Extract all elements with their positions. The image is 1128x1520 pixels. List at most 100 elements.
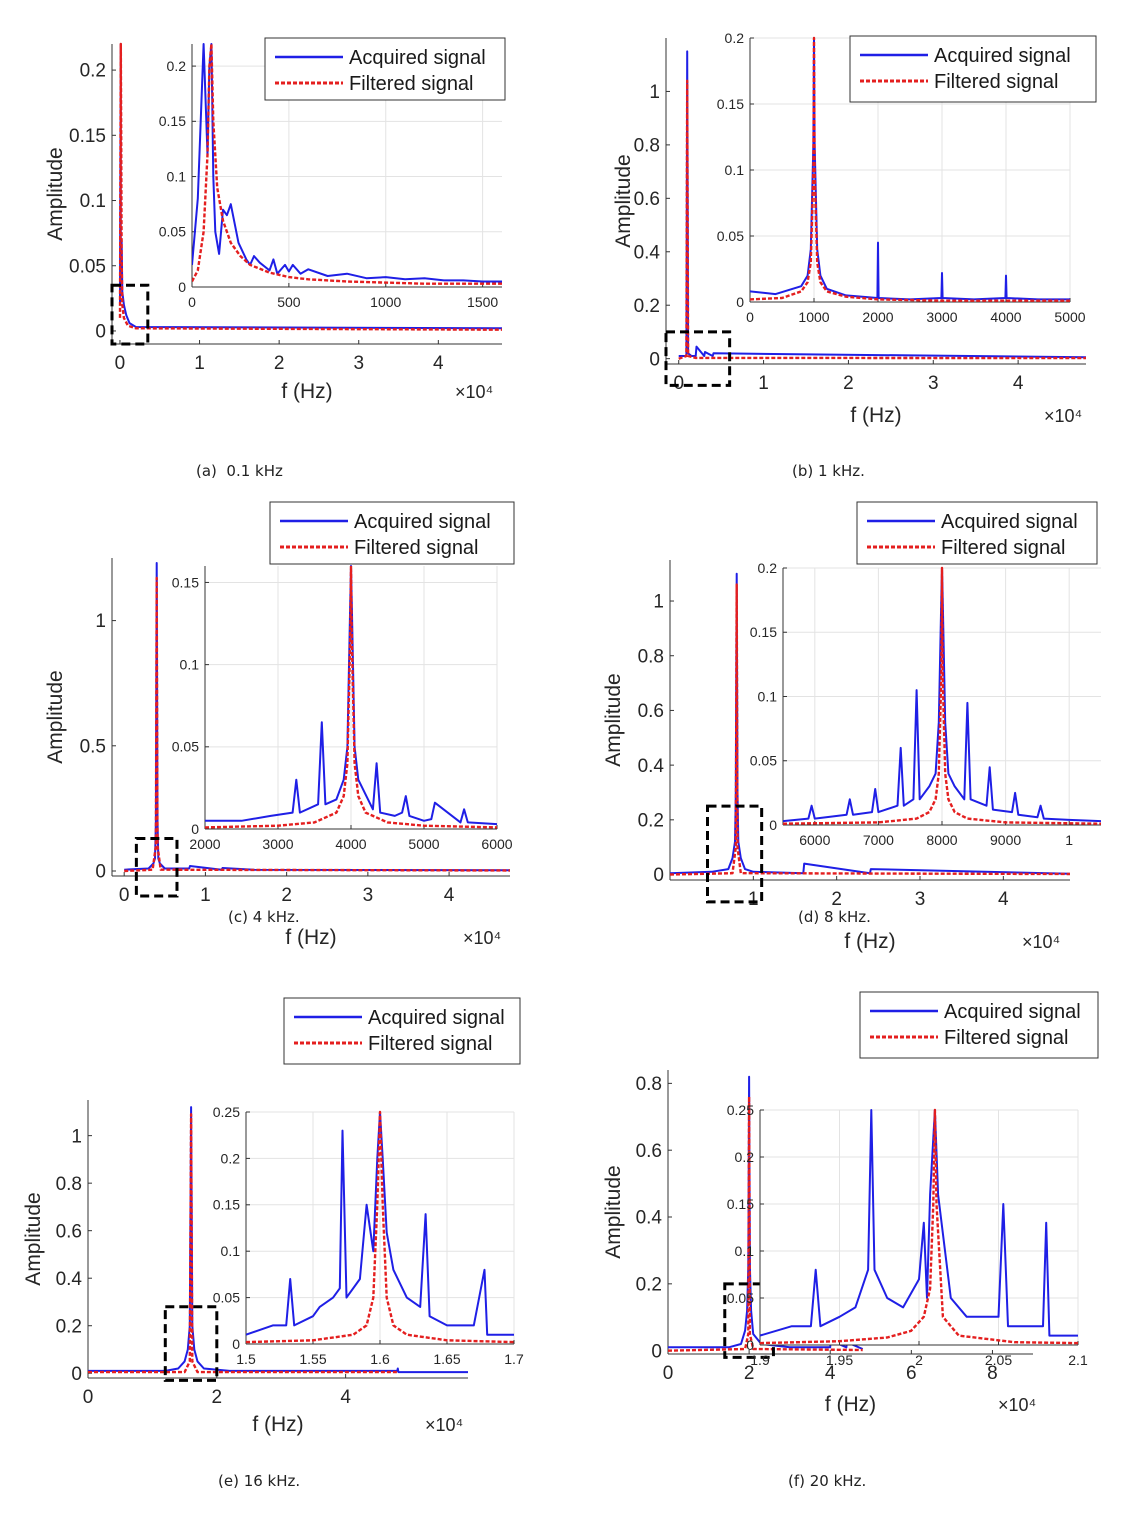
chart-b-legend-box	[849, 35, 1097, 103]
chart-c-inset-x-tick-label: 6000	[481, 836, 512, 852]
chart-caption-a: (a) 0.1 kHz	[196, 462, 283, 480]
chart-b-x-label: f (Hz)	[850, 404, 901, 427]
chart-b-main-filtered-line	[678, 79, 1086, 360]
chart-d-x-label: f (Hz)	[844, 930, 895, 953]
chart-c-inset-series-group	[205, 564, 497, 829]
chart-c-inset-x-tick-label: 3000	[262, 836, 293, 852]
chart-c-legend: Acquired signal Filtered signal	[269, 501, 515, 565]
chart-d-main-y-tick-label: 0.6	[638, 701, 664, 722]
chart-d-zoom-box	[706, 804, 764, 904]
chart-b-main-x-tick-label: 0	[673, 373, 684, 394]
chart-svg-a: 0 1 2 3 400.050.10.150.2f (Hz) ×10⁴Amplitude0…	[44, 37, 506, 403]
chart-b-inset-y-tick-label: 0.05	[717, 228, 744, 244]
chart-e-main-filtered-line	[88, 1113, 398, 1374]
chart-d-legend: Acquired signal Filtered signal	[856, 501, 1098, 565]
chart-f-main-y-tick-label: 0.6	[636, 1141, 662, 1162]
chart-e-inset-y-tick-label: 0.15	[213, 1197, 240, 1213]
chart-a-inset-y-tick-label: 0	[178, 279, 186, 295]
chart-a-main-y-tick-label: 0.1	[80, 191, 106, 212]
chart-c-inset-y-tick-label: 0	[191, 821, 199, 837]
chart-e-main-y-tick-label: 0.8	[56, 1174, 82, 1195]
chart-b-main-x-tick-label: 4	[1013, 373, 1024, 394]
chart-a-inset-x-tick-label: 0	[188, 294, 196, 310]
chart-b-main-y-tick-label: 0.8	[634, 136, 660, 157]
chart-d-inset-x-tick-label: 9000	[990, 832, 1021, 848]
chart-b-inset-x-tick-label: 5000	[1054, 309, 1085, 325]
chart-panel-e: 0 2 4 0 0.2 0.4 0.6 0.8 1 f (Hz) ×10⁴ Amplitude 1.5 1…	[0, 980, 540, 1490]
chart-a-y-label: Amplitude	[44, 147, 67, 240]
chart-e-inset-x-tick-label: 1.6	[370, 1351, 390, 1367]
chart-b-legend-entry: Acquired signal	[934, 45, 1071, 67]
chart-c-legend-entry: Acquired signal	[354, 511, 491, 533]
chart-panel-c: 0 1 2 3 4 0 0.5 1 f (Hz) ×10⁴ Amplitude 2000 3000 400…	[0, 500, 540, 949]
chart-a-main-y-tick-label: 0.05	[69, 256, 106, 277]
chart-d-main-y-tick-label: 0.4	[638, 756, 665, 777]
chart-d-inset-series-group	[783, 566, 1101, 825]
chart-e-inset-x-tick-label: 1.55	[299, 1351, 326, 1367]
chart-b-inset-y-tick-label: 0.15	[717, 96, 744, 112]
chart-d-inset-y-tick-label: 0.15	[750, 624, 777, 640]
chart-e-legend-box	[283, 997, 521, 1065]
chart-d-inset-x-tick-label: 7000	[863, 832, 894, 848]
chart-d-inset-x-tick-label: 6000	[799, 832, 830, 848]
chart-a-inset-y-tick-label: 0.2	[167, 58, 187, 74]
chart-e-inset-axes: 1.5 1.55 1.6 1.65 1.7 0 0.05 0.1 0.15 0.2 0.25	[213, 1104, 524, 1367]
chart-d-main-y-tick-label: 0	[653, 865, 664, 886]
chart-e-main-y-tick-label: 0.6	[56, 1221, 82, 1242]
chart-c-inset-y-tick-label: 0.15	[172, 574, 199, 590]
chart-e-inset-y-tick-label: 0.25	[213, 1104, 240, 1120]
chart-e-x-label: f (Hz)	[252, 1413, 303, 1436]
chart-f-main-y-tick-label: 0	[651, 1341, 662, 1362]
chart-e-legend-entry: Filtered signal	[368, 1033, 493, 1055]
chart-c-inset-y-tick-label: 0.05	[172, 739, 199, 755]
chart-e-inset-x-tick-label: 1.7	[504, 1351, 524, 1367]
chart-c-main-x-tick-label: 1	[200, 885, 211, 906]
chart-e-inset-y-tick-label: 0.1	[221, 1243, 241, 1259]
chart-e-main-y-tick-label: 0.2	[56, 1316, 82, 1337]
chart-panel-f: 0 2 4 6 8 0 0.2 0.4 0.6 0.8 f (Hz) ×10⁴ Amplitude 1.9…	[570, 980, 1128, 1490]
chart-a-legend: Acquired signal Filtered signal	[264, 37, 506, 101]
chart-a-main-x-tick-label: 1	[194, 353, 205, 374]
chart-caption-b: (b) 1 kHz.	[792, 462, 865, 480]
chart-c-main-y-tick-label: 1	[95, 611, 106, 632]
chart-a-main-x-tick-label: 0	[115, 353, 126, 374]
chart-f-inset-x-tick-label: 2	[915, 1352, 923, 1368]
chart-c-main-x-tick-label: 3	[363, 885, 374, 906]
chart-a-inset-acquired-line	[192, 43, 502, 283]
chart-a-inset-x-tick-label: 500	[277, 294, 301, 310]
chart-e-legend: Acquired signal Filtered signal	[283, 997, 521, 1065]
chart-svg-f: 0 2 4 6 8 0 0.2 0.4 0.6 0.8 f (Hz) ×10⁴ Amplitude 1.9…	[602, 991, 1099, 1416]
chart-c-main-x-tick-label: 0	[119, 885, 130, 906]
chart-e-y-label: Amplitude	[22, 1192, 45, 1285]
chart-f-inset-y-tick-label: 0.15	[727, 1196, 754, 1212]
chart-e-legend-entry: Acquired signal	[368, 1007, 505, 1029]
chart-c-x-label: f (Hz)	[285, 926, 336, 949]
chart-c-inset-filtered-line	[205, 564, 497, 829]
chart-caption-c: (c) 4 kHz.	[228, 908, 300, 926]
chart-f-x-multiplier: ×10⁴	[998, 1395, 1036, 1415]
chart-d-inset-y-tick-label: 0.1	[758, 688, 778, 704]
chart-a-main-x-tick-label: 4	[433, 353, 444, 374]
chart-b-inset-x-tick-label: 1000	[798, 309, 829, 325]
chart-a-x-label: f (Hz)	[281, 380, 332, 403]
chart-b-main-series-group	[678, 50, 1086, 360]
chart-a-main-filtered-line	[118, 42, 502, 331]
chart-b-inset-x-tick-label: 0	[746, 309, 754, 325]
chart-f-x-label: f (Hz)	[825, 1393, 876, 1416]
chart-b-inset-x-tick-label: 4000	[990, 309, 1021, 325]
chart-c-inset-axes: 2000 3000 4000 5000 6000 0 0.05 0.1 0.15	[172, 566, 513, 852]
chart-e-main-y-tick-label: 0	[71, 1364, 82, 1385]
chart-d-inset-filtered-line	[783, 566, 1101, 825]
chart-a-legend-entry: Filtered signal	[349, 73, 474, 95]
chart-f-inset-y-tick-label: 0.2	[735, 1149, 755, 1165]
chart-a-main-y-tick-label: 0.15	[69, 126, 106, 147]
chart-d-main-x-tick-label: 3	[915, 889, 926, 910]
chart-c-inset-acquired-line	[205, 565, 497, 826]
chart-e-main-x-tick-label: 4	[340, 1387, 351, 1408]
chart-panel-b: 0 1 2 3 4 0 0.2 0.4 0.6 0.8 1 f (Hz) ×10⁴ Amplitude 0 1…	[570, 0, 1128, 500]
chart-f-main-x-tick-label: 4	[825, 1363, 836, 1384]
chart-b-inset-y-tick-label: 0.2	[725, 30, 745, 46]
chart-d-inset-y-tick-label: 0.2	[758, 560, 778, 576]
chart-f-inset-y-tick-label: 0	[746, 1337, 754, 1353]
